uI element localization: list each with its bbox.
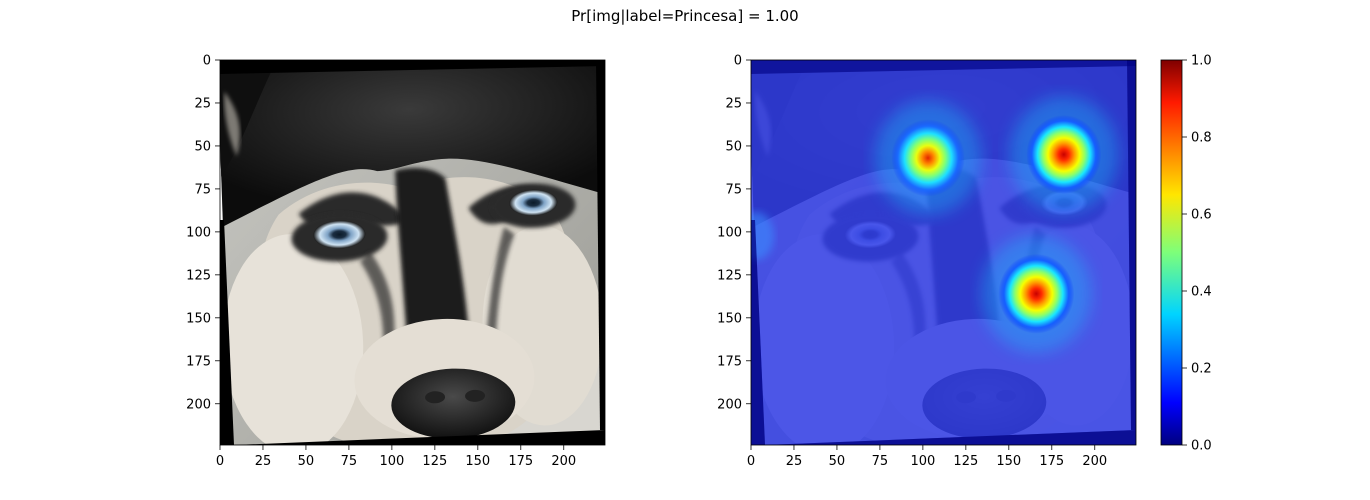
overlay-image [751,60,1136,445]
right-x-tick-label: 75 [872,454,889,469]
colorbar-tick-label: 0.8 [1191,131,1212,146]
right-x-tick-label: 50 [829,454,846,469]
right-y-tick-label: 150 [717,311,742,326]
colorbar-tick-label: 0.0 [1191,439,1212,454]
left-x-tick-label: 150 [465,454,490,469]
colorbar-gradient [1161,60,1182,445]
right-axes-frame [750,59,1137,446]
colorbar-tick-label: 0.6 [1191,208,1212,223]
left-x-tick-label: 125 [422,454,447,469]
heatmap-hotspots [874,96,1119,353]
right-y-ticks: 0 25 50 75 100 125 150 175 200 [717,54,751,412]
left-y-ticks: 0 25 50 75 100 125 150 175 200 [186,54,220,412]
right-x-tick-label: 100 [910,454,935,469]
right-x-tick-label: 0 [747,454,755,469]
colorbar-ticks: 0.0 0.2 0.4 0.6 0.8 1.0 [1182,54,1212,454]
left-y-tick-label: 0 [203,54,211,69]
right-x-tick-label: 150 [996,454,1021,469]
hotspot [891,119,965,197]
input-image-panel: 0 25 50 75 100 125 150 175 200 0 25 50 75 100 125 150 1… [186,54,616,469]
right-x-tick-label: 175 [1039,454,1064,469]
right-x-tick-label: 125 [953,454,978,469]
hotspot [998,253,1075,334]
dog-photo [213,55,616,456]
left-y-tick-label: 125 [186,268,211,283]
right-x-tick-label: 25 [786,454,803,469]
right-y-tick-label: 75 [725,182,742,197]
colorbar: 0.0 0.2 0.4 0.6 0.8 1.0 [1160,54,1212,454]
left-axes-frame [219,59,606,446]
left-y-tick-label: 200 [186,397,211,412]
right-y-tick-label: 200 [717,397,742,412]
colorbar-frame [1160,59,1183,446]
right-y-tick-label: 100 [717,225,742,240]
left-x-tick-label: 75 [341,454,358,469]
saliency-panel: 0 25 50 75 100 125 150 175 200 0 25 50 75 100 125 150 1… [717,54,1137,469]
left-x-ticks: 0 25 50 75 100 125 150 175 200 [216,445,576,469]
colorbar-tick-label: 0.4 [1191,285,1212,300]
right-y-tick-label: 175 [717,354,742,369]
left-x-tick-label: 25 [255,454,272,469]
right-x-tick-label: 200 [1082,454,1107,469]
left-x-tick-label: 100 [379,454,404,469]
hotspot [1026,115,1102,195]
left-x-tick-label: 175 [508,454,533,469]
right-y-tick-label: 0 [734,54,742,69]
colorbar-tick-label: 0.2 [1191,362,1212,377]
left-x-tick-label: 200 [551,454,576,469]
left-x-tick-label: 50 [298,454,315,469]
right-y-tick-label: 25 [725,96,742,111]
right-y-tick-label: 125 [717,268,742,283]
figure-title: Pr[img|label=Princesa] = 1.00 [571,7,798,25]
left-y-tick-label: 75 [194,182,211,197]
colorbar-tick-label: 1.0 [1191,54,1212,69]
left-y-tick-label: 25 [194,96,211,111]
right-y-tick-label: 50 [725,139,742,154]
left-x-tick-label: 0 [216,454,224,469]
right-x-ticks: 0 25 50 75 100 125 150 175 200 [747,445,1107,469]
left-y-tick-label: 50 [194,139,211,154]
left-y-tick-label: 100 [186,225,211,240]
left-y-tick-label: 150 [186,311,211,326]
left-y-tick-label: 175 [186,354,211,369]
